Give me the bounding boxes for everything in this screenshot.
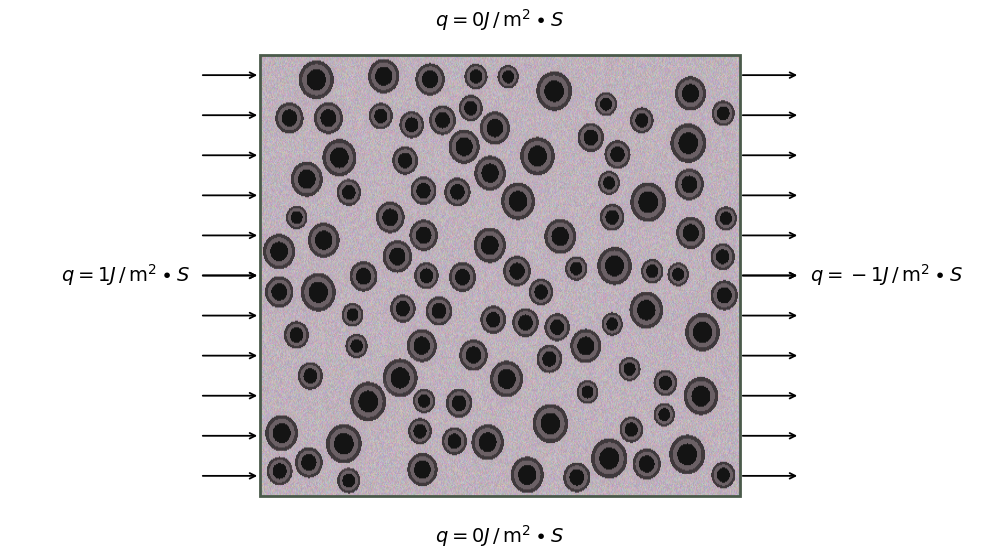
Text: $q = -1 J\,/\,\mathrm{m}^2 \bullet S$: $q = -1 J\,/\,\mathrm{m}^2 \bullet S$ (810, 262, 963, 289)
Text: $q = 1 J\,/\,\mathrm{m}^2 \bullet S$: $q = 1 J\,/\,\mathrm{m}^2 \bullet S$ (61, 262, 190, 289)
Text: $q = 0 J\,/\,\mathrm{m}^2 \bullet S$: $q = 0 J\,/\,\mathrm{m}^2 \bullet S$ (435, 523, 565, 549)
Bar (260, 55, 740, 496)
Text: $q = 0 J\,/\,\mathrm{m}^2 \bullet S$: $q = 0 J\,/\,\mathrm{m}^2 \bullet S$ (435, 7, 565, 33)
